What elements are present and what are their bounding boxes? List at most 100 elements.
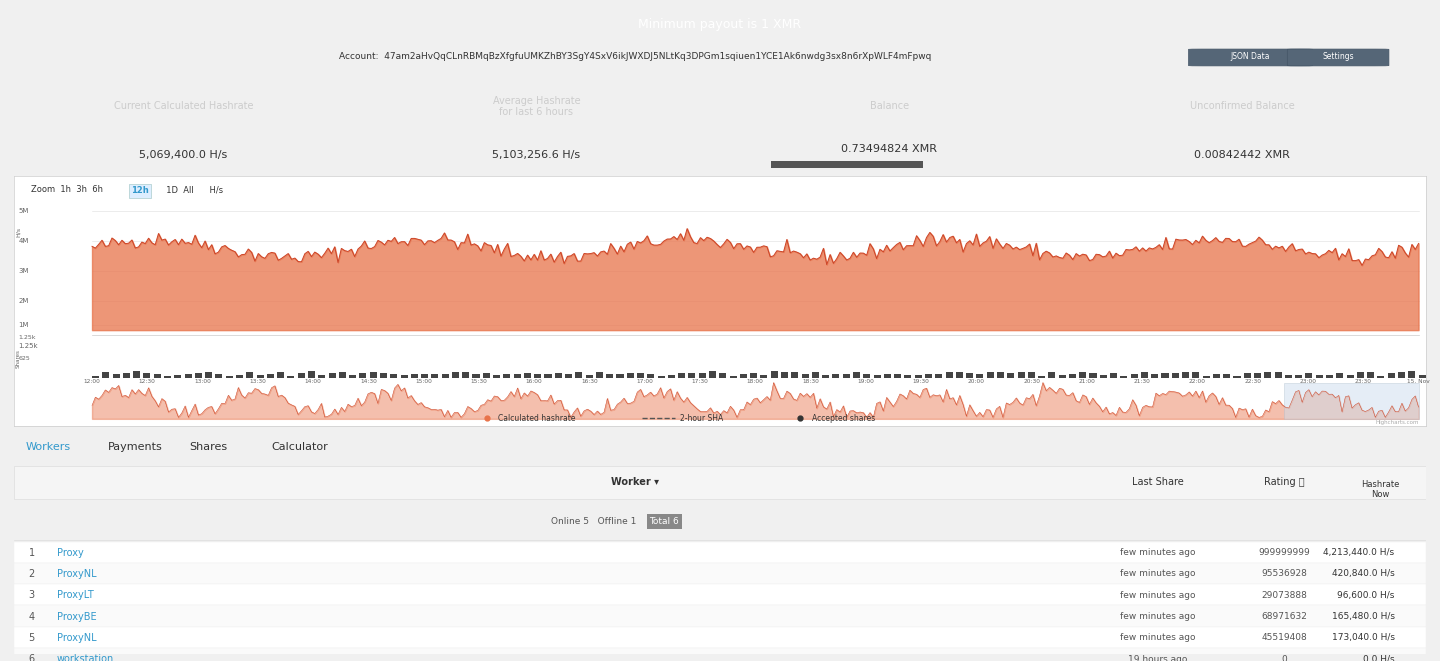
Bar <box>812 372 819 377</box>
Bar <box>636 373 644 377</box>
Bar <box>246 371 253 377</box>
Bar <box>564 374 572 377</box>
Bar <box>102 372 109 377</box>
Text: 5,103,256.6 H/s: 5,103,256.6 H/s <box>492 149 580 160</box>
Bar <box>802 373 809 377</box>
Bar <box>534 374 541 377</box>
Bar <box>174 375 181 377</box>
Bar <box>1356 372 1364 377</box>
Bar <box>1378 375 1384 377</box>
Bar <box>935 374 942 377</box>
Text: 5: 5 <box>29 633 35 642</box>
Bar <box>1120 375 1128 377</box>
Bar <box>1172 373 1179 377</box>
Text: 625: 625 <box>19 356 30 362</box>
Bar <box>360 373 366 377</box>
Text: 19 hours ago: 19 hours ago <box>1128 654 1187 661</box>
Bar <box>472 375 480 377</box>
Text: 3: 3 <box>29 590 35 600</box>
Bar <box>1018 372 1024 377</box>
Text: Balance: Balance <box>870 101 909 112</box>
Text: Account:  47am2aHvQqCLnRBMqBzXfgfuUMKZhBY3SgY4SxV6ikJWXDJ5NLtKq3DPGm1sqiuen1YCE1: Account: 47am2aHvQqCLnRBMqBzXfgfuUMKZhBY… <box>340 52 932 61</box>
Text: JSON Data: JSON Data <box>1231 52 1270 61</box>
Text: 1.25k: 1.25k <box>19 335 36 340</box>
Bar <box>966 373 973 377</box>
Bar <box>956 372 963 377</box>
Text: H/s: H/s <box>16 227 20 237</box>
Bar <box>760 375 768 377</box>
Bar <box>122 373 130 377</box>
Bar <box>606 374 613 377</box>
Bar <box>504 374 510 377</box>
Text: Total 6: Total 6 <box>649 517 680 526</box>
FancyBboxPatch shape <box>1284 383 1418 419</box>
Bar <box>986 372 994 377</box>
Bar <box>1388 373 1395 377</box>
Text: 1.25k: 1.25k <box>19 344 39 350</box>
Bar <box>1110 373 1117 377</box>
Bar <box>1079 372 1086 377</box>
Text: 45519408: 45519408 <box>1261 633 1308 642</box>
Bar <box>1140 372 1148 377</box>
Bar <box>1058 375 1066 377</box>
Bar <box>750 373 757 377</box>
Bar <box>1264 372 1272 377</box>
Text: few minutes ago: few minutes ago <box>1120 548 1195 557</box>
Text: 12h: 12h <box>131 186 150 196</box>
FancyBboxPatch shape <box>1287 49 1390 66</box>
Text: 15:30: 15:30 <box>471 379 487 384</box>
Bar <box>492 375 500 377</box>
Bar <box>1346 375 1354 377</box>
Bar <box>894 374 901 377</box>
Bar <box>370 372 377 377</box>
Text: 20:00: 20:00 <box>968 379 985 384</box>
Bar <box>1326 375 1333 377</box>
Text: Last Share: Last Share <box>1132 477 1184 488</box>
Text: 1D  All      H/s: 1D All H/s <box>161 185 223 194</box>
Bar <box>216 374 222 377</box>
Bar <box>432 373 438 377</box>
Text: 14:00: 14:00 <box>305 379 321 384</box>
Bar <box>226 375 233 377</box>
Bar <box>884 374 891 377</box>
Text: Shares: Shares <box>190 442 228 452</box>
Bar <box>586 375 593 377</box>
Text: 0: 0 <box>1282 654 1287 661</box>
Text: Hashrate: Hashrate <box>1361 480 1400 488</box>
Text: 95536928: 95536928 <box>1261 569 1308 578</box>
Bar <box>842 373 850 377</box>
Text: Shares: Shares <box>16 350 20 368</box>
Bar <box>924 374 932 377</box>
Text: ProxyNL: ProxyNL <box>56 569 96 579</box>
Text: few minutes ago: few minutes ago <box>1120 591 1195 600</box>
Text: Current Calculated Hashrate: Current Calculated Hashrate <box>114 101 253 112</box>
Text: 17:30: 17:30 <box>691 379 708 384</box>
FancyBboxPatch shape <box>14 605 1426 627</box>
Bar <box>1090 373 1096 377</box>
Text: 2: 2 <box>29 569 35 579</box>
Bar <box>482 373 490 377</box>
Text: 15. Nov: 15. Nov <box>1407 379 1430 384</box>
Bar <box>946 372 953 377</box>
Text: 15:00: 15:00 <box>415 379 432 384</box>
Bar <box>1223 373 1230 377</box>
Text: Worker ▾: Worker ▾ <box>612 477 660 488</box>
FancyBboxPatch shape <box>14 541 1426 563</box>
Bar <box>1254 373 1261 377</box>
Text: workstation: workstation <box>56 654 114 661</box>
Text: 22:30: 22:30 <box>1244 379 1261 384</box>
Bar <box>770 371 778 377</box>
Bar <box>194 373 202 377</box>
Text: 29073888: 29073888 <box>1261 591 1308 600</box>
Bar <box>720 373 726 377</box>
Text: 20:30: 20:30 <box>1024 379 1040 384</box>
Bar <box>678 373 685 377</box>
Text: 165,480.0 H/s: 165,480.0 H/s <box>1332 612 1394 621</box>
Bar <box>420 374 428 377</box>
Bar <box>1182 372 1189 377</box>
Text: 21:00: 21:00 <box>1079 379 1096 384</box>
Text: 19:00: 19:00 <box>857 379 874 384</box>
Bar <box>626 373 634 377</box>
FancyBboxPatch shape <box>770 161 923 168</box>
Bar <box>596 372 603 377</box>
